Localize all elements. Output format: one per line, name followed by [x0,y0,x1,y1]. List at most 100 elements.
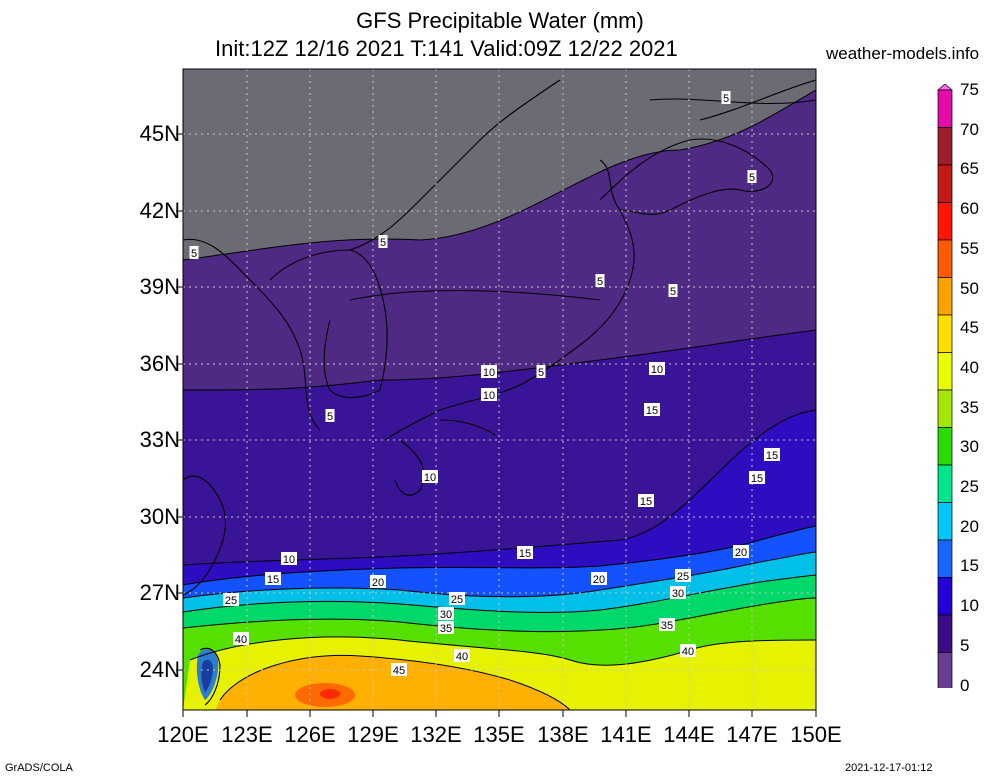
colorbar-block [937,314,953,353]
colorbar-block [937,202,953,241]
contour-label: 30 [672,588,684,600]
contour-label: 5 [191,248,197,260]
contour-label: 35 [440,623,452,635]
lat-label-42n: 42N [139,198,180,223]
contour-label: 5 [670,286,676,298]
contour-label: 5 [597,276,603,288]
contour-label-bg [370,575,386,588]
contour-label-bg [595,274,605,287]
colorbar-label: 55 [960,238,979,258]
contour-label: 5 [723,93,729,105]
contour-label-bg [281,552,297,565]
contour-label: 15 [766,450,778,462]
contour-label-bg [644,403,660,416]
colorbar [937,84,953,688]
colorbar-block [937,89,953,128]
contour-label-bg [749,471,765,484]
lon-label-126e: 126E [284,722,336,747]
contour-label-bg [438,621,454,634]
contour-label: 20 [372,577,384,589]
colorbar-block [937,464,953,503]
colorbar-label: 5 [960,635,970,655]
colorbar-block [937,614,953,653]
graticule [183,69,816,710]
contour-label: 15 [646,405,658,417]
colorbar-block [937,539,953,578]
lon-label-147e: 147E [726,722,778,747]
contour-label-bg [733,545,749,558]
map-subtitle: Init:12Z 12/16 2021 T:141 Valid:09Z 12/2… [215,36,678,61]
colorbar-block [937,389,953,428]
colorbar-block [937,352,953,391]
coastlines [183,79,816,706]
contour-label: 25 [451,594,463,606]
lat-label-33n: 33N [139,427,180,452]
colorbar-label: 35 [960,397,979,417]
colorbar-block [937,277,953,316]
contour-label-bg [764,448,780,461]
contour-label-bg [391,663,407,676]
contour-label: 45 [393,665,405,677]
contour-label: 30 [440,609,452,621]
colorbar-block [937,427,953,466]
contour-label: 20 [593,574,605,586]
colorbar-label: 30 [960,437,979,457]
lat-label-30n: 30N [139,504,180,529]
contour-label-bg [233,632,249,645]
contour-label-bg [649,362,665,375]
colorbar-block [937,577,953,616]
lon-label-141e: 141E [600,722,652,747]
contour-label: 10 [651,364,663,376]
lat-label-39n: 39N [139,274,180,299]
colorbar-label: 75 [960,80,979,99]
contour-label-bg [536,365,546,378]
contour-label-bg [675,569,691,582]
contour-label: 5 [538,367,544,379]
contour-label-bg [378,235,388,248]
lon-label-150e: 150E [790,722,842,747]
contour-label-bg [638,494,654,507]
colorbar-block [937,164,953,203]
lon-label-144e: 144E [663,722,715,747]
lat-label-27n: 27N [139,580,180,605]
contour-label: 10 [424,472,436,484]
contour-label: 5 [327,411,333,423]
contour-label-bg [721,91,731,104]
contour-label-bg [325,409,335,422]
contour-label-bg [591,572,607,585]
contour-label: 40 [456,651,468,663]
colorbar-label: 15 [960,556,979,576]
lon-label-129e: 129E [347,722,399,747]
contour-label-bg [747,170,757,183]
contour-label-bg [223,593,239,606]
contour-label-bg [454,649,470,662]
colorbar-block [937,239,953,278]
contour-label-bg [481,388,497,401]
colorbar-label: 65 [960,159,979,179]
colorbar-label: 20 [960,516,979,536]
colorbar-label: 10 [960,596,979,616]
contour-label: 15 [267,574,279,586]
contour-label-bg [438,607,454,620]
pw-field-55-60 [320,689,340,699]
footer-software: GrADS/COLA [5,762,73,774]
contour-label-bg [517,546,533,559]
contour-label: 15 [519,548,531,560]
colorbar-block [937,652,953,688]
contour-label-bg [422,470,438,483]
site-label: weather-models.info [826,44,980,63]
colorbar-label: 0 [960,675,970,695]
colorbar-label: 50 [960,278,979,298]
contour-label: 20 [735,547,747,559]
contour-label: 40 [682,646,694,658]
lon-label-138e: 138E [537,722,589,747]
lon-label-120e: 120E [157,722,209,747]
lon-label-135e: 135E [473,722,525,747]
contour-label: 5 [380,237,386,249]
contour-label-bg [265,572,281,585]
colorbar-label: 60 [960,199,979,219]
lat-label-45n: 45N [139,121,180,146]
lat-label-36n: 36N [139,351,180,376]
